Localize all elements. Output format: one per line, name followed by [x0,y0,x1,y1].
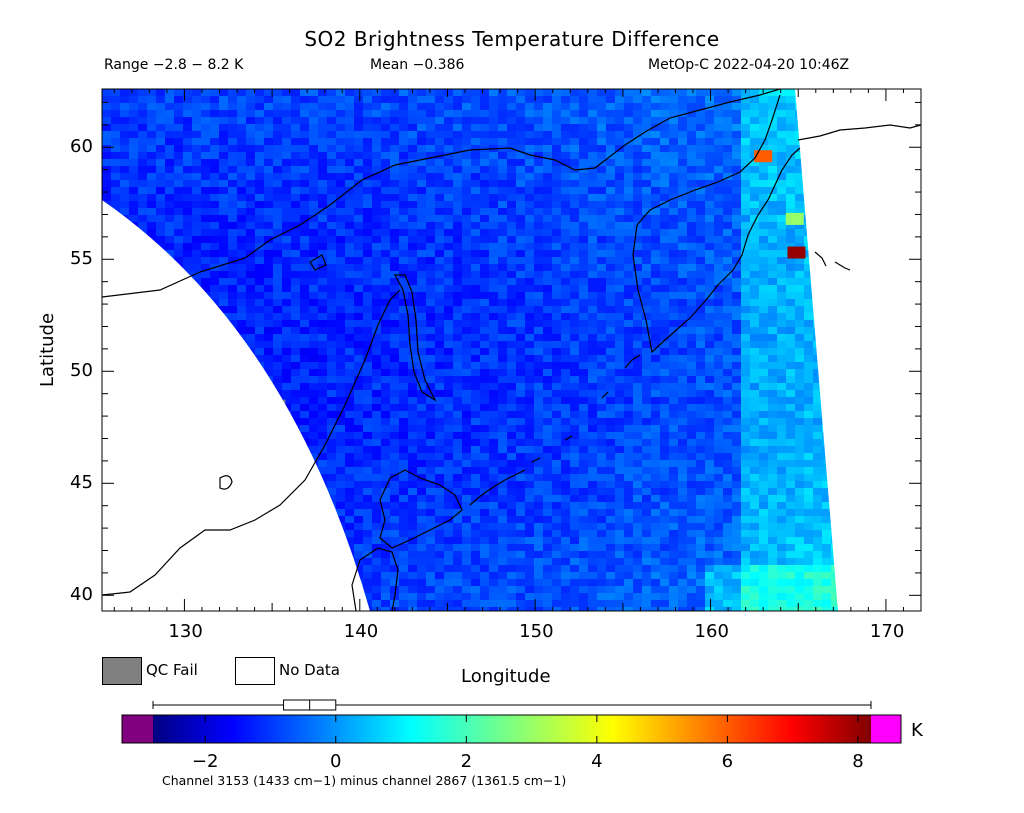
channel-footnote: Channel 3153 (1433 cm−1) minus channel 2… [162,773,567,788]
qc-fail-swatch [102,657,142,685]
x-tick-label: 150 [519,621,554,642]
colorbar-tick-label: 4 [591,751,603,772]
x-tick-label: 170 [869,621,905,642]
x-tick-label: 130 [168,621,203,642]
colorbar-gradient [153,715,871,743]
y-tick-label: 45 [70,472,93,494]
hotspot-0 [787,246,806,259]
colorbar-frame [121,714,902,744]
y-tick-label: 40 [70,584,93,606]
colorbar-under [122,715,153,743]
colorbar-tick-label: 0 [330,751,342,772]
range-label: Range −2.8 − 8.2 K [104,57,244,73]
coastlines [102,89,921,611]
colorbar [121,699,902,744]
plot-frame [101,88,922,612]
colorbar-tick-label: 6 [721,751,734,772]
colorbar-tick-label: 8 [852,751,864,772]
hotspot-1 [754,150,773,163]
mean-label: Mean −0.386 [370,57,465,73]
hotspot-2 [785,212,804,225]
x-tick-label: 140 [343,621,379,642]
y-axis-label: Latitude [37,312,58,388]
colorbar-tick-label: −2 [191,751,219,772]
no-data-label: No Data [279,661,340,679]
colorbar-over [871,715,901,743]
map-title: SO2 Brightness Temperature Difference [304,27,720,51]
colorbar-unit: K [911,720,923,741]
x-axis-label: Longitude [461,666,551,687]
y-tick-label: 60 [70,136,93,158]
colorbar-tick-label: 2 [460,751,473,772]
no-data-swatch [235,657,275,685]
y-tick-label: 55 [70,248,93,270]
y-tick-label: 50 [70,360,93,382]
distribution-boxplot [152,699,872,711]
satellite-time-label: MetOp-C 2022-04-20 10:46Z [648,57,850,73]
x-tick-label: 160 [694,621,729,642]
qc-fail-label: QC Fail [146,661,198,679]
